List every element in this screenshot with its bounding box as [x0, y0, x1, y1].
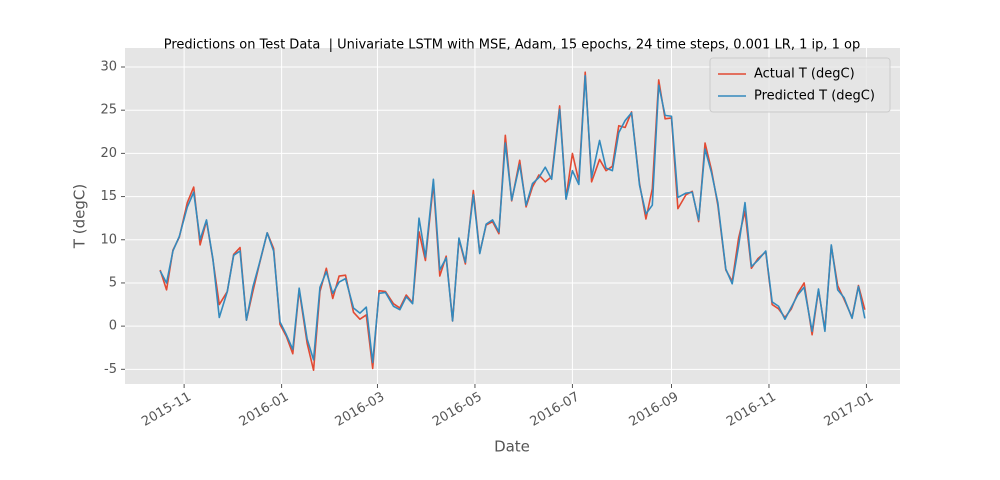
x-tick-label: 2016-03	[333, 390, 388, 430]
x-axis-label: Date	[494, 438, 530, 456]
y-tick-label: 15	[100, 189, 117, 204]
y-tick-label: -5	[104, 362, 117, 377]
legend-box	[709, 57, 891, 113]
x-tick-label: 2016-01	[237, 390, 292, 430]
y-tick-label: 5	[109, 275, 117, 290]
y-tick-label: 30	[100, 60, 117, 75]
x-tick-label: 2016-07	[528, 390, 583, 430]
x-tick-label: 2016-05	[430, 390, 485, 430]
chart-title: Predictions on Test Data | Univariate LS…	[164, 38, 860, 53]
legend-label: Predicted T (degC)	[754, 89, 875, 104]
lines	[159, 71, 866, 371]
y-tick-label: 20	[100, 146, 117, 161]
x-tick-label: 2015-11	[139, 390, 194, 430]
x-tick-label: 2016-09	[627, 390, 682, 430]
y-tick-label: 25	[100, 103, 117, 118]
y-tick-label: 0	[109, 319, 117, 334]
x-tick-label: 2017-01	[822, 390, 877, 430]
series-line	[159, 74, 866, 364]
legend: Actual T (degC) Predicted T (degC)	[709, 57, 891, 113]
y-tick-label: 10	[100, 232, 117, 247]
legend-label: Actual T (degC)	[754, 67, 855, 82]
x-tick-label: 2016-11	[724, 390, 779, 430]
y-axis-label: T (degC)	[71, 184, 89, 249]
